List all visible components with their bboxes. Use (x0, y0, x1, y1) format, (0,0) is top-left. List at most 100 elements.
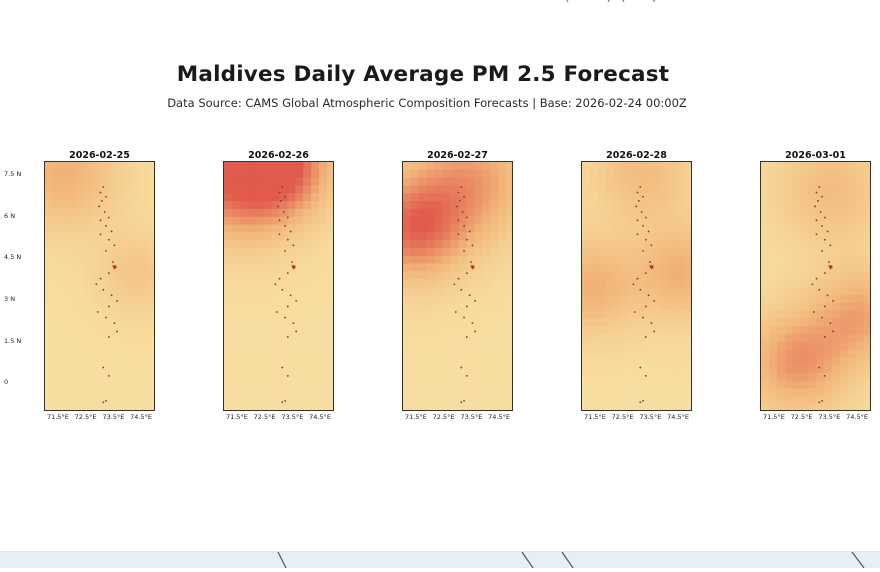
y-tick-label: 4.5 N (4, 253, 22, 262)
heatmap-cell (140, 287, 149, 296)
heatmap-cell (319, 287, 328, 296)
heatmap-cell (108, 365, 117, 374)
heatmap-cell (295, 380, 304, 390)
heatmap-cell (685, 287, 691, 296)
island-dot (647, 230, 650, 233)
heatmap-cell (776, 224, 786, 233)
heatmap-cell (597, 169, 607, 179)
heatmap-cell (116, 201, 125, 210)
heatmap-cell (224, 318, 233, 327)
heatmap-cell (490, 380, 499, 390)
heatmap-cell (239, 365, 249, 374)
heatmap-cell (784, 326, 794, 335)
heatmap-cell (132, 404, 141, 410)
heatmap-cell (108, 326, 117, 335)
heatmap-cell (605, 302, 615, 312)
heatmap-cell (832, 279, 841, 288)
heatmap-cell (792, 404, 802, 410)
heatmap-cell (92, 287, 102, 296)
heatmap-cell (239, 216, 249, 226)
heatmap-cell (784, 193, 794, 202)
heatmap-cell (263, 380, 273, 390)
heatmap-cell (808, 279, 818, 288)
chart-subtitle: Data Source: CAMS Global Atmospheric Com… (167, 96, 687, 110)
x-tick-label: 72.5°E (74, 413, 97, 421)
heatmap-cell (140, 341, 149, 351)
heatmap-cell (613, 365, 623, 374)
island-dot (815, 191, 818, 194)
heatmap-cell (434, 310, 444, 319)
heatmap-cell (677, 318, 686, 327)
heatmap-cell (685, 404, 691, 410)
heatmap-cell (506, 294, 512, 304)
heatmap-cell (621, 169, 631, 179)
heatmap-cell (482, 357, 491, 366)
heatmap-cell (450, 255, 460, 265)
island-dot (474, 299, 477, 302)
heatmap-cell (295, 247, 304, 257)
heatmap-cell (403, 271, 412, 280)
heatmap-cell (231, 224, 241, 233)
heatmap-cell (824, 294, 833, 304)
heatmap-cell (255, 326, 265, 335)
heatmap-cell (45, 318, 54, 327)
heatmap-cell (239, 310, 249, 319)
heatmap-cell (621, 263, 631, 272)
heatmap-cell (279, 310, 289, 319)
heatmap-cell (832, 177, 841, 187)
heatmap-cell (677, 255, 686, 265)
heatmap-cell (482, 287, 491, 296)
heatmap-cell (116, 388, 125, 397)
heatmap-cell (403, 388, 412, 397)
heatmap-cell (474, 255, 483, 265)
island-dot (274, 283, 277, 286)
heatmap-cell (100, 365, 110, 374)
heatmap-cell (410, 396, 420, 405)
heatmap-cell (506, 185, 512, 194)
heatmap-cell (287, 208, 296, 218)
heatmap-cell (784, 287, 794, 296)
heatmap-cell (410, 224, 420, 233)
heatmap-cell (68, 201, 78, 210)
heatmap-cell (677, 224, 686, 233)
heatmap-cell (52, 349, 62, 358)
heatmap-cell (582, 271, 591, 280)
heatmap-cell (808, 318, 818, 327)
heatmap-cell (669, 318, 678, 327)
heatmap-cell (613, 404, 623, 410)
heatmap-cell (784, 162, 794, 171)
heatmap-cell (247, 193, 257, 202)
heatmap-cell (311, 310, 320, 319)
heatmap-cell (832, 318, 841, 327)
heatmap-cell (589, 271, 599, 280)
heatmap-cell (856, 341, 865, 351)
heatmap-cell (410, 341, 420, 351)
heatmap-cell (621, 162, 631, 171)
heatmap-cell (784, 388, 794, 397)
heatmap-cell (768, 349, 778, 358)
heatmap-cell (426, 372, 436, 382)
heatmap-cell (458, 404, 468, 410)
heatmap-cell (68, 169, 78, 179)
heatmap-cell (582, 169, 591, 179)
heatmap-cell (661, 310, 670, 319)
heatmap-cell (661, 240, 670, 249)
heatmap-cell (490, 279, 499, 288)
heatmap-cell (498, 169, 507, 179)
heatmap-cell (231, 365, 241, 374)
heatmap-cell (776, 201, 786, 210)
heatmap-cell (466, 255, 475, 265)
heatmap-cell (124, 279, 133, 288)
heatmap-cell (768, 287, 778, 296)
heatmap-cell (303, 185, 312, 194)
panel-date-label: 2026-02-26 (248, 150, 309, 161)
heatmap-cell (498, 396, 507, 405)
heatmap-cell (100, 404, 110, 410)
heatmap-cell (311, 240, 320, 249)
heatmap-cell (490, 193, 499, 202)
heatmap-cell (800, 232, 810, 241)
heatmap-cell (685, 208, 691, 218)
heatmap-cell (613, 287, 623, 296)
heatmap-cell (132, 255, 141, 265)
heatmap-cell (653, 255, 662, 265)
